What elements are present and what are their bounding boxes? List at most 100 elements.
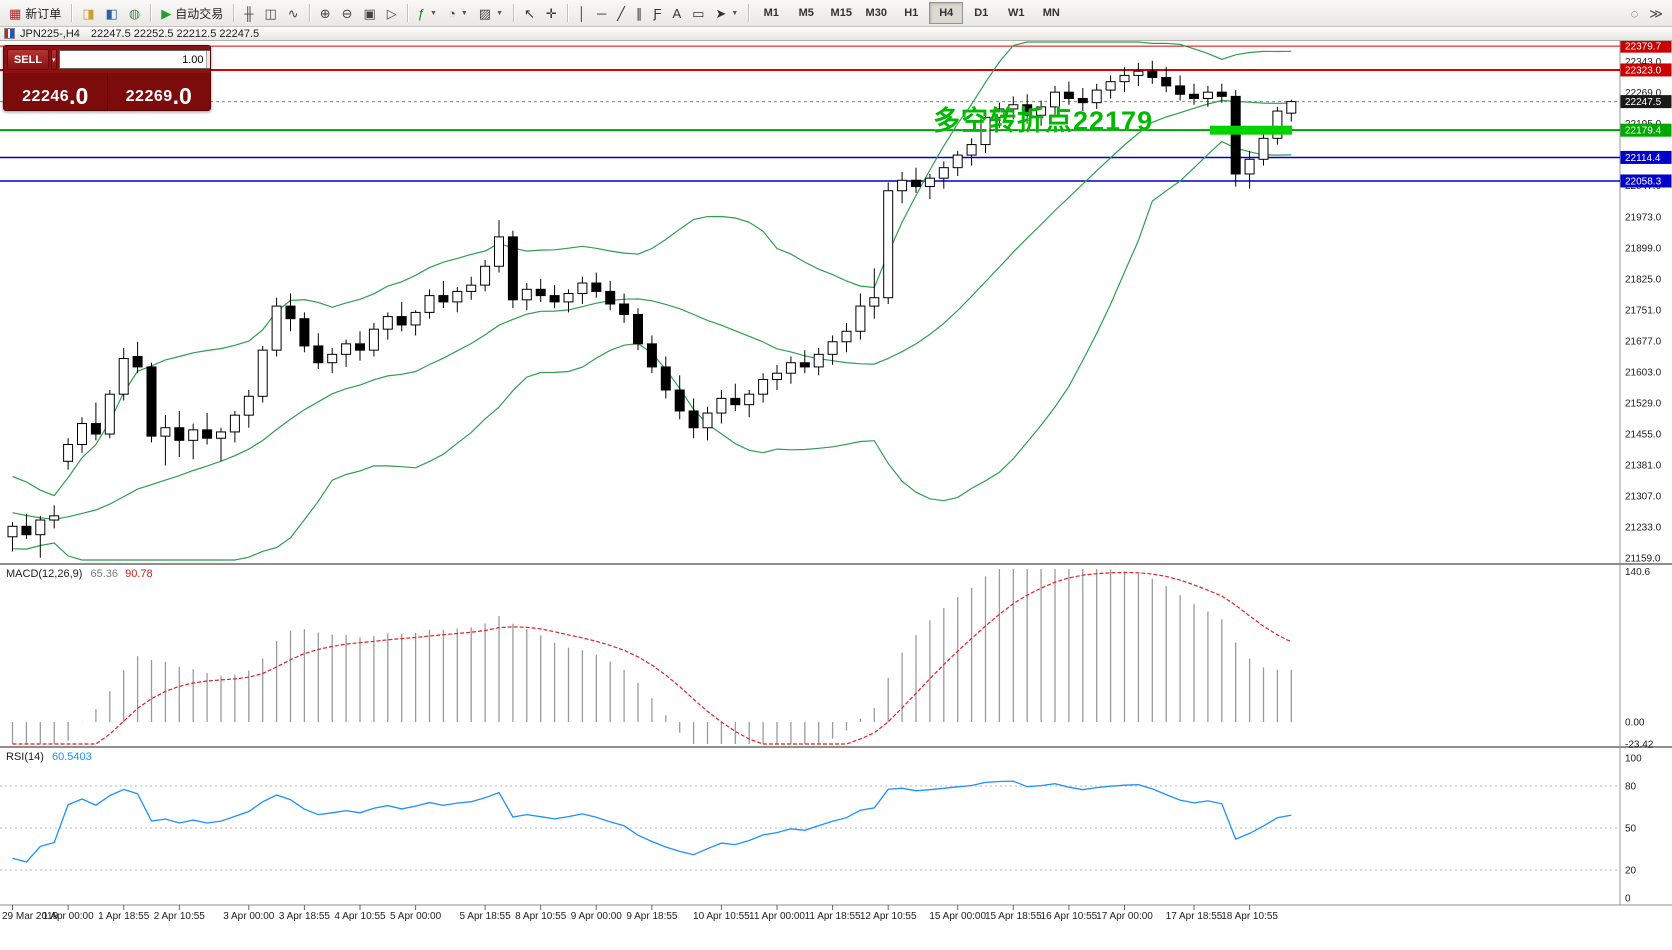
timeframe-m30-button[interactable]: M30 bbox=[865, 7, 887, 19]
timeframe-m1-button[interactable]: M1 bbox=[763, 7, 779, 19]
timeframe-m15-button[interactable]: M15 bbox=[830, 7, 852, 19]
autotrading-button[interactable]: ▶ 自动交易 bbox=[156, 1, 228, 25]
sell-options-dropdown-icon[interactable]: ▾ bbox=[51, 49, 57, 70]
volume-stepper: ▲ ▼ bbox=[205, 51, 210, 68]
ohlc-bars-icon[interactable]: ╫ bbox=[239, 1, 258, 25]
svg-text:15 Apr 18:55: 15 Apr 18:55 bbox=[985, 911, 1042, 922]
candlestick-icon[interactable]: ◫ bbox=[259, 1, 281, 25]
rsi-panel bbox=[0, 780, 1620, 871]
buy-price[interactable]: 22269 .0 bbox=[108, 73, 211, 110]
svg-text:3 Apr 00:00: 3 Apr 00:00 bbox=[223, 911, 275, 922]
arrows-icon[interactable]: ➤ ▼ bbox=[710, 1, 743, 25]
svg-text:1 Apr 18:55: 1 Apr 18:55 bbox=[98, 911, 150, 922]
toolbar-separator bbox=[406, 4, 408, 22]
one-click-trading-panel: SELL ▾ ▲ ▼ ▾ BUY 22246 .0 22269 .0 bbox=[3, 45, 211, 111]
svg-text:4 Apr 10:55: 4 Apr 10:55 bbox=[334, 911, 386, 922]
sell-price-frac: .0 bbox=[69, 83, 89, 109]
svg-text:22343.0: 22343.0 bbox=[1625, 57, 1662, 68]
new-order-button[interactable]: ▦ 新订单 bbox=[4, 1, 66, 25]
trendline-icon[interactable]: ╱ bbox=[612, 1, 630, 25]
search-icon[interactable]: ◌ bbox=[1626, 1, 1644, 25]
zoom-in-icon[interactable]: ⊕ bbox=[315, 1, 336, 25]
svg-text:11 Apr 18:55: 11 Apr 18:55 bbox=[805, 911, 861, 922]
svg-text:80: 80 bbox=[1625, 782, 1637, 793]
text-icon[interactable]: A bbox=[667, 1, 686, 25]
price-axis[interactable]: 22343.022269.022195.022121.022047.021973… bbox=[1620, 39, 1672, 905]
horizontal-line-icon[interactable]: ─ bbox=[592, 1, 611, 25]
charts-grid-icon[interactable]: ◨ bbox=[77, 1, 99, 25]
chart-window-icon bbox=[4, 28, 15, 39]
svg-text:15 Apr 00:00: 15 Apr 00:00 bbox=[929, 911, 986, 922]
trendline-icon-glyph: ╱ bbox=[617, 5, 625, 21]
svg-text:21159.0: 21159.0 bbox=[1625, 554, 1661, 565]
horizontal-level-lines[interactable] bbox=[0, 45, 1620, 182]
svg-text:0.00: 0.00 bbox=[1625, 718, 1645, 729]
zoom-out-icon-glyph: ⊖ bbox=[341, 5, 353, 21]
svg-text:22114.4: 22114.4 bbox=[1625, 153, 1661, 164]
periods-icon[interactable]: ◔ ▼ bbox=[443, 1, 473, 25]
indicators-icon[interactable]: ƒ ▼ bbox=[413, 1, 442, 25]
price-badge-22323.0 bbox=[1620, 63, 1672, 77]
volume-down-icon[interactable]: ▼ bbox=[205, 59, 210, 68]
toolbar-group: ╫ ◫ ∿ bbox=[239, 1, 303, 25]
sell-button[interactable]: SELL bbox=[7, 49, 49, 70]
svg-text:22379.7: 22379.7 bbox=[1625, 42, 1662, 53]
channel-icon[interactable]: ∥ bbox=[631, 1, 648, 25]
volume-up-icon[interactable]: ▲ bbox=[205, 51, 210, 60]
toolbar-separator bbox=[308, 4, 310, 22]
timeframe-m5-button[interactable]: M5 bbox=[798, 7, 814, 19]
sell-price[interactable]: 22246 .0 bbox=[4, 73, 107, 110]
zoom-out-icon[interactable]: ⊖ bbox=[337, 1, 358, 25]
toolbar-group: ◨ ◧ ◍ bbox=[77, 1, 145, 25]
svg-text:140.6: 140.6 bbox=[1625, 567, 1650, 578]
turning-point-highlight-bar[interactable] bbox=[1210, 125, 1292, 135]
vertical-line-icon[interactable]: │ bbox=[573, 1, 591, 25]
chart-symbol-period: JPN225-,H4 bbox=[20, 27, 80, 40]
svg-text:9 Apr 18:55: 9 Apr 18:55 bbox=[626, 911, 678, 922]
tile-windows-icon[interactable]: ▣ bbox=[359, 1, 381, 25]
macd-main-value: 65.36 bbox=[90, 568, 119, 580]
toolbar-separator bbox=[566, 4, 568, 22]
charts-grid-icon-glyph: ◨ bbox=[82, 5, 95, 21]
svg-text:22179.4: 22179.4 bbox=[1625, 126, 1662, 137]
periods-icon-dropdown[interactable]: ▼ bbox=[460, 9, 468, 17]
candles bbox=[7, 60, 1297, 558]
arrows-icon-dropdown[interactable]: ▼ bbox=[731, 9, 739, 17]
timeframe-d1-button[interactable]: D1 bbox=[974, 7, 989, 19]
rsi-value: 60.5403 bbox=[51, 751, 92, 763]
crosshair-icon-glyph: ✛ bbox=[545, 5, 557, 21]
rsi-indicator-label: RSI(14) 60.5403 bbox=[6, 751, 92, 763]
channel-icon-glyph: ∥ bbox=[635, 5, 643, 21]
timeframe-mn-button[interactable]: MN bbox=[1042, 7, 1060, 19]
timeframe-h4-button[interactable]: H4 bbox=[929, 2, 964, 24]
line-chart-icon[interactable]: ∿ bbox=[283, 1, 304, 25]
svg-text:17 Apr 00:00: 17 Apr 00:00 bbox=[1096, 911, 1153, 922]
chart-shift-icon[interactable]: ▷ bbox=[382, 1, 402, 25]
toolbar-separator bbox=[71, 4, 73, 22]
timeframe-w1-button[interactable]: W1 bbox=[1008, 7, 1025, 19]
price-badge-22058.3 bbox=[1620, 174, 1672, 188]
market-watch-icon[interactable]: ◧ bbox=[101, 1, 123, 25]
volume-input[interactable] bbox=[59, 51, 206, 68]
cursor-icon[interactable]: ↖ bbox=[519, 1, 540, 25]
templates-icon-dropdown[interactable]: ▼ bbox=[496, 9, 503, 17]
timeframe-h1-button[interactable]: H1 bbox=[904, 7, 919, 19]
toolbar-right-group: ◌ ≫ bbox=[1626, 1, 1668, 25]
fibonacci-icon[interactable]: Ƒ bbox=[648, 1, 666, 25]
indicators-icon-dropdown[interactable]: ▼ bbox=[430, 9, 437, 17]
toolbar-group: ▦ 新订单 bbox=[4, 1, 66, 25]
toolbar-group: ƒ ▼ ◔ ▼ ▨ ▼ bbox=[413, 1, 508, 25]
chart-title-bar[interactable]: JPN225-,H4 22247.5 22252.5 22212.5 22247… bbox=[0, 27, 1672, 41]
sell-price-main: 22246 bbox=[22, 88, 70, 105]
crosshair-icon[interactable]: ✛ bbox=[541, 1, 562, 25]
overflow-icon[interactable]: ≫ bbox=[1644, 1, 1668, 25]
price-badge-22114.4 bbox=[1620, 150, 1672, 164]
buy-price-frac: .0 bbox=[172, 83, 192, 109]
data-window-icon[interactable]: ◍ bbox=[124, 1, 145, 25]
templates-icon[interactable]: ▨ ▼ bbox=[474, 1, 508, 25]
label-icon[interactable]: ▭ bbox=[687, 1, 709, 25]
volume-box: ▲ ▼ bbox=[58, 50, 210, 69]
